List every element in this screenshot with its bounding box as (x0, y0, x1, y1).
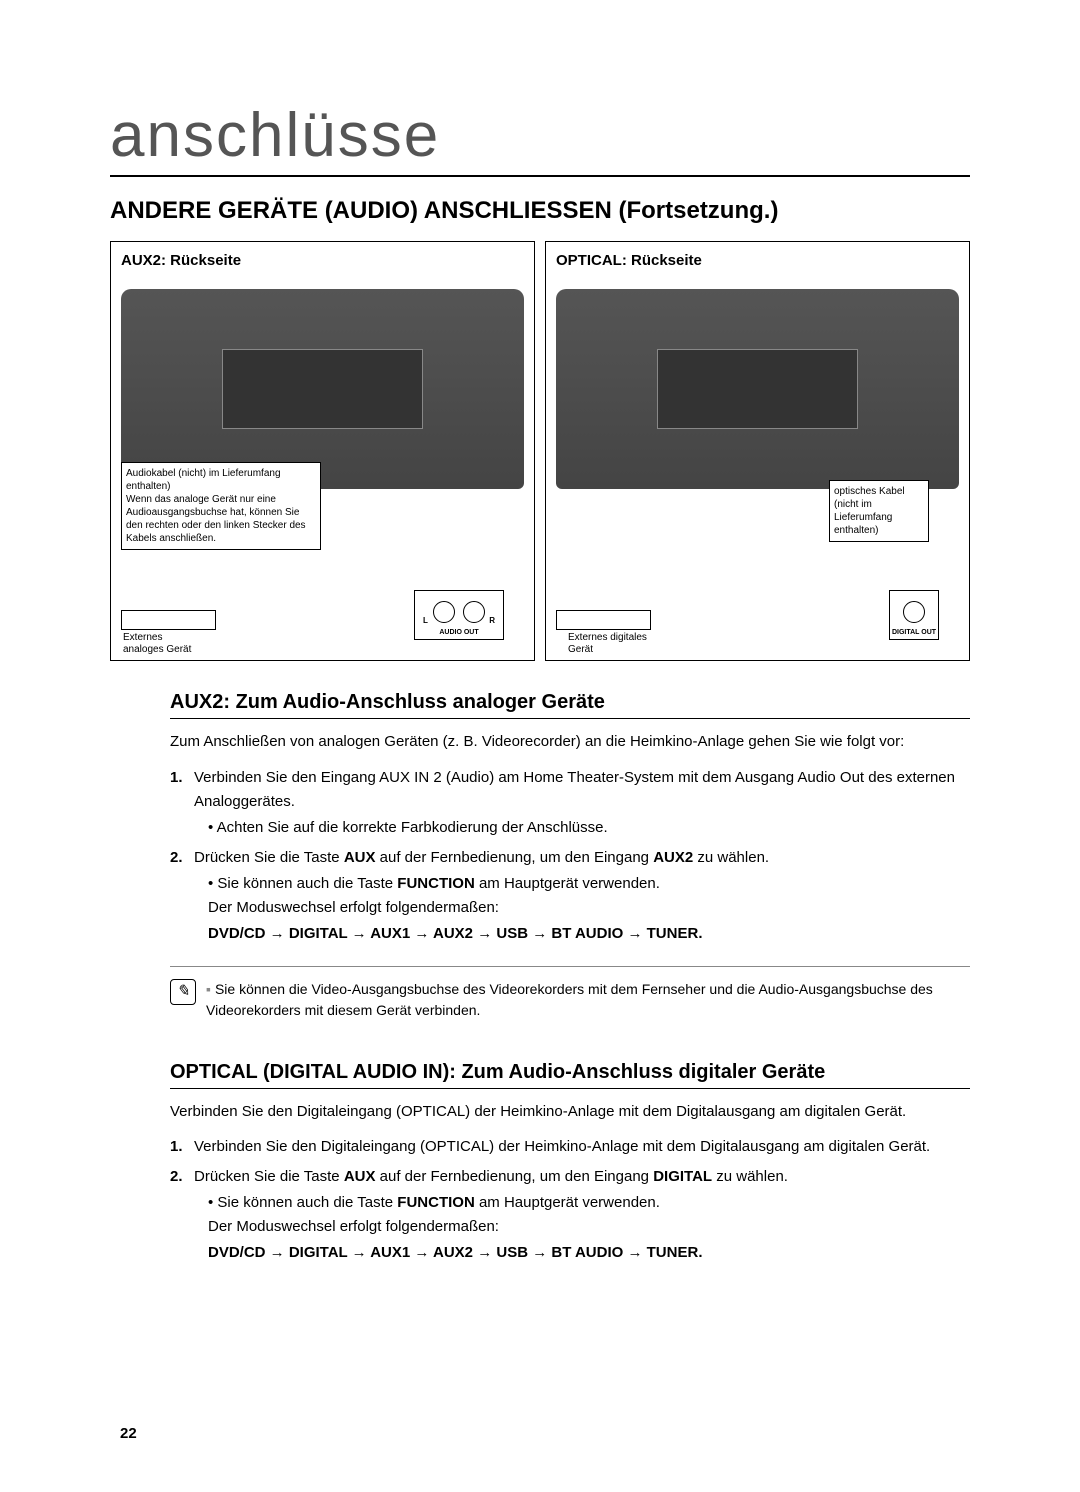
digital-out-port-box: DIGITAL OUT (889, 590, 939, 640)
step-number: 2. (170, 1165, 194, 1265)
step-content: Drücken Sie die Taste AUX auf der Fernbe… (194, 846, 970, 946)
step-number: 1. (170, 1135, 194, 1159)
step-content: Verbinden Sie den Digitaleingang (OPTICA… (194, 1135, 970, 1159)
sub-text: Sie können auch die Taste (217, 875, 397, 892)
note-icon: ✎ (170, 979, 196, 1005)
external-analog-device-label: Externes analoges Gerät (123, 632, 191, 656)
step-number: 2. (170, 846, 194, 946)
step-sub-bullet: Sie können auch die Taste FUNCTION am Ha… (208, 1191, 970, 1215)
aux2-note: ✎ ▪Sie können die Video-Ausgangsbuchse d… (170, 966, 970, 1021)
optical-step-2: 2. Drücken Sie die Taste AUX auf der Fer… (170, 1165, 970, 1265)
mode-switch-text: Der Moduswechsel erfolgt folgendermaßen: (208, 896, 970, 920)
mode-switch-text: Der Moduswechsel erfolgt folgendermaßen: (208, 1215, 970, 1239)
external-digital-device (556, 610, 651, 630)
device-rear-panel (657, 349, 859, 429)
page-title: anschlüsse (110, 100, 970, 177)
callout-audio-cable: Audiokabel (nicht) im Lieferumfang entha… (121, 462, 321, 550)
step-content: Verbinden Sie den Eingang AUX IN 2 (Audi… (194, 766, 970, 840)
bold-function: FUNCTION (397, 1194, 475, 1211)
step-text: Verbinden Sie den Digitaleingang (OPTICA… (194, 1138, 930, 1155)
digital-out-label: DIGITAL OUT (890, 629, 938, 636)
note-content: Sie können die Video-Ausgangsbuchse des … (206, 981, 933, 1018)
port-r-label: R (489, 616, 495, 625)
step-sub-bullet: Sie können auch die Taste FUNCTION am Ha… (208, 872, 970, 896)
callout-optical-cable: optisches Kabel (nicht im Lieferumfang e… (829, 480, 929, 542)
bold-function: FUNCTION (397, 875, 475, 892)
aux2-step-1: 1. Verbinden Sie den Eingang AUX IN 2 (A… (170, 766, 970, 840)
optical-port (903, 601, 925, 623)
note-text: ▪Sie können die Video-Ausgangsbuchse des… (206, 979, 970, 1021)
optical-intro: Verbinden Sie den Digitaleingang (OPTICA… (170, 1101, 970, 1124)
bold-aux: AUX (344, 849, 376, 866)
section-heading: ANDERE GERÄTE (AUDIO) ANSCHLIESSEN (Fort… (110, 197, 970, 225)
optical-step-1: 1. Verbinden Sie den Digitaleingang (OPT… (170, 1135, 970, 1159)
diagram-aux2: AUX2: Rückseite Audiokabel (nicht) im Li… (110, 241, 535, 661)
diagram-row: AUX2: Rückseite Audiokabel (nicht) im Li… (110, 241, 970, 661)
step-sub-bullet: Achten Sie auf die korrekte Farbkodierun… (208, 816, 970, 840)
aux2-step-2: 2. Drücken Sie die Taste AUX auf der Fer… (170, 846, 970, 946)
mode-sequence: DVD/CD → DIGITAL → AUX1 → AUX2 → USB → B… (208, 922, 970, 946)
page-number: 22 (120, 1425, 137, 1442)
step-text: zu wählen. (693, 849, 769, 866)
mode-sequence: DVD/CD → DIGITAL → AUX1 → AUX2 → USB → B… (208, 1241, 970, 1265)
step-text: Verbinden Sie den Eingang AUX IN 2 (Audi… (194, 769, 955, 810)
external-analog-device (121, 610, 216, 630)
step-number: 1. (170, 766, 194, 840)
diagram-label-aux2: AUX2: Rückseite (121, 252, 524, 269)
device-rear-illustration (121, 289, 524, 489)
bold-digital: DIGITAL (653, 1168, 712, 1185)
bold-aux: AUX (344, 1168, 376, 1185)
diagram-label-optical: OPTICAL: Rückseite (556, 252, 959, 269)
step-text: zu wählen. (712, 1168, 788, 1185)
device-rear-panel (222, 349, 424, 429)
optical-steps: 1. Verbinden Sie den Digitaleingang (OPT… (170, 1135, 970, 1265)
diagram-optical: OPTICAL: Rückseite optisches Kabel (nich… (545, 241, 970, 661)
port-l-label: L (423, 616, 428, 625)
step-text: Drücken Sie die Taste (194, 1168, 344, 1185)
step-text: auf der Fernbedienung, um den Eingang (375, 1168, 653, 1185)
rca-port-right (463, 601, 485, 623)
sub-text: am Hauptgerät verwenden. (475, 875, 660, 892)
rca-port-left (433, 601, 455, 623)
step-content: Drücken Sie die Taste AUX auf der Fernbe… (194, 1165, 970, 1265)
aux2-steps: 1. Verbinden Sie den Eingang AUX IN 2 (A… (170, 766, 970, 946)
step-text: auf der Fernbedienung, um den Eingang (375, 849, 653, 866)
optical-heading: OPTICAL (DIGITAL AUDIO IN): Zum Audio-An… (170, 1061, 970, 1089)
device-rear-illustration (556, 289, 959, 489)
external-digital-device-label: Externes digitales Gerät (568, 632, 647, 656)
audio-out-label: AUDIO OUT (415, 629, 503, 636)
audio-out-port-box: L R AUDIO OUT (414, 590, 504, 640)
note-bullet-icon: ▪ (206, 981, 211, 997)
aux2-heading: AUX2: Zum Audio-Anschluss analoger Gerät… (170, 691, 970, 719)
step-text: Drücken Sie die Taste (194, 849, 344, 866)
aux2-intro: Zum Anschließen von analogen Geräten (z.… (170, 731, 970, 754)
sub-text: am Hauptgerät verwenden. (475, 1194, 660, 1211)
sub-text: Sie können auch die Taste (217, 1194, 397, 1211)
bold-aux2: AUX2 (653, 849, 693, 866)
